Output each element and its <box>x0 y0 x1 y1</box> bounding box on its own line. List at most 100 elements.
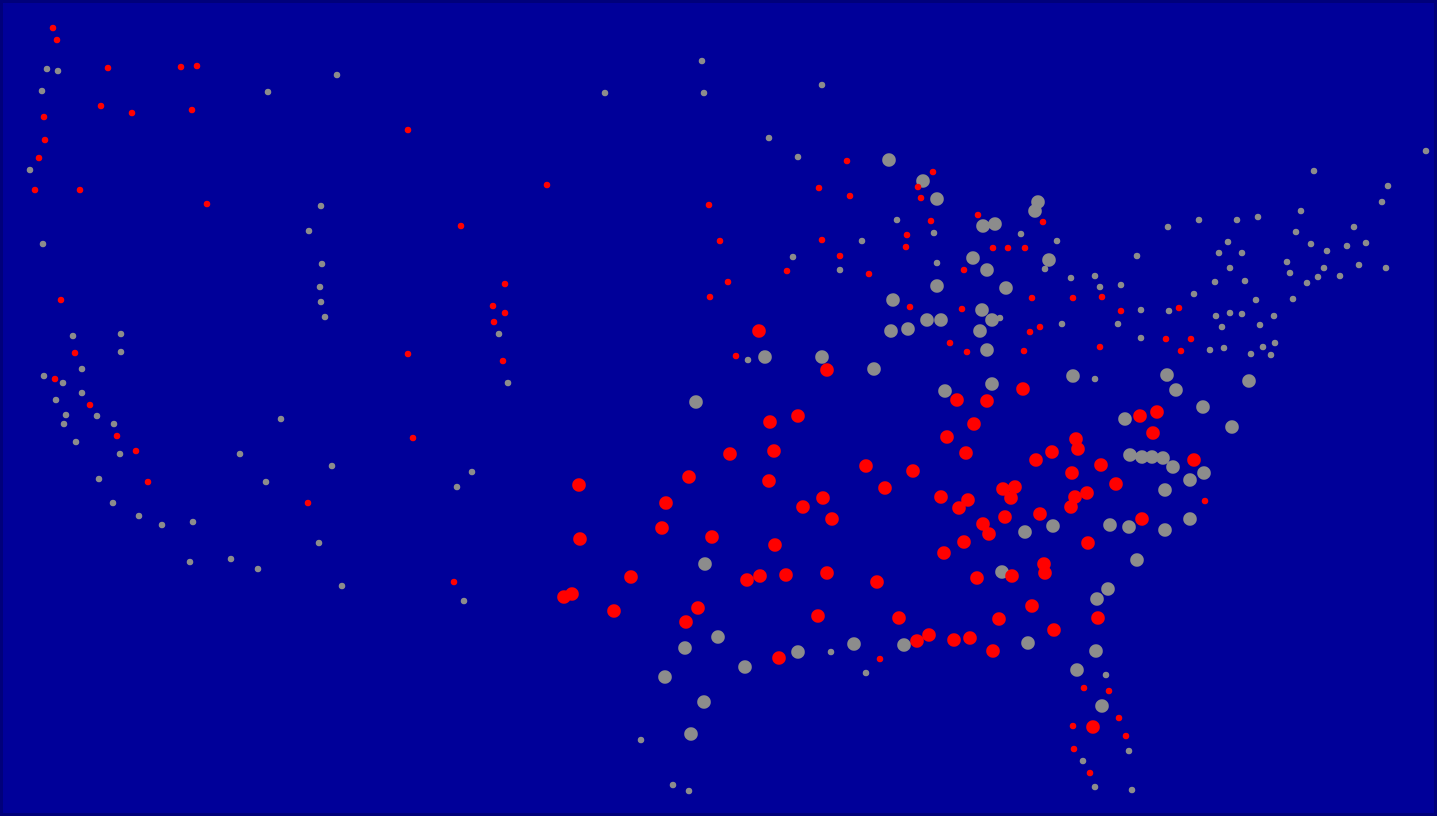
gray-dot-large <box>1169 383 1183 397</box>
gray-dot-large <box>1145 450 1159 464</box>
red-dot-large <box>963 631 977 645</box>
red-dot-large <box>763 415 777 429</box>
gray-dot-large <box>1160 368 1174 382</box>
red-dot-small <box>86 401 94 409</box>
red-dot-small <box>409 434 417 442</box>
red-dot-small <box>1162 335 1170 343</box>
red-dot-large <box>1080 486 1094 500</box>
gray-dot-large <box>973 324 987 338</box>
gray-dot-small <box>1422 147 1430 155</box>
red-dot-large <box>811 609 825 623</box>
gray-dot-large <box>985 313 999 327</box>
red-dot-large <box>892 611 906 625</box>
gray-dot-small <box>39 240 47 248</box>
red-dot-small <box>1098 293 1106 301</box>
red-dot-large <box>820 363 834 377</box>
gray-dot-small <box>1091 783 1099 791</box>
red-dot-large <box>1033 507 1047 521</box>
gray-dot-large <box>684 727 698 741</box>
red-dot-small <box>927 217 935 225</box>
red-dot-large <box>950 393 964 407</box>
red-dot-large <box>825 512 839 526</box>
gray-dot-large <box>1225 420 1239 434</box>
red-dot-large <box>959 446 973 460</box>
gray-dot-small <box>930 229 938 237</box>
gray-dot-small <box>453 483 461 491</box>
gray-dot-large <box>980 343 994 357</box>
red-dot-large <box>767 444 781 458</box>
red-dot-small <box>917 194 925 202</box>
gray-dot-large <box>934 313 948 327</box>
gray-dot-small <box>794 153 802 161</box>
red-dot-layer <box>31 24 1209 777</box>
red-dot-large <box>996 482 1010 496</box>
gray-dot-small <box>318 260 326 268</box>
red-dot-large <box>967 417 981 431</box>
red-dot-small <box>40 113 48 121</box>
gray-dot-small <box>1254 213 1262 221</box>
gray-dot-small <box>637 736 645 744</box>
red-dot-large <box>906 464 920 478</box>
red-dot-small <box>71 349 79 357</box>
gray-dot-small <box>1271 339 1279 347</box>
gray-dot-small <box>1355 261 1363 269</box>
gray-dot-small <box>1017 230 1025 238</box>
red-dot-large <box>859 459 873 473</box>
red-dot-large <box>573 532 587 546</box>
red-dot-small <box>732 352 740 360</box>
gray-dot-small <box>1252 296 1260 304</box>
red-dot-small <box>49 24 57 32</box>
gray-dot-large <box>930 279 944 293</box>
gray-dot-small <box>1041 265 1049 273</box>
gray-dot-small <box>333 71 341 79</box>
red-dot-small <box>188 106 196 114</box>
red-dot-small <box>1070 745 1078 753</box>
red-dot-small <box>499 357 507 365</box>
gray-dot-small <box>254 565 262 573</box>
gray-dot-small <box>1206 346 1214 354</box>
gray-dot-small <box>317 202 325 210</box>
gray-dot-small <box>78 389 86 397</box>
gray-dot-small <box>321 313 329 321</box>
red-dot-large <box>624 570 638 584</box>
red-dot-large <box>655 521 669 535</box>
gray-dot-large <box>1135 450 1149 464</box>
red-dot-large <box>1047 623 1061 637</box>
red-dot-small <box>929 168 937 176</box>
gray-dot-large <box>882 153 896 167</box>
red-dot-small <box>1115 714 1123 722</box>
red-dot-large <box>1008 480 1022 494</box>
red-dot-small <box>1117 307 1125 315</box>
gray-dot-small <box>1310 167 1318 175</box>
red-dot-large <box>796 500 810 514</box>
gray-dot-large <box>1196 400 1210 414</box>
gray-dot-large <box>980 263 994 277</box>
gray-dot-small <box>1220 344 1228 352</box>
red-dot-large <box>1109 477 1123 491</box>
red-dot-small <box>132 447 140 455</box>
gray-dot-large <box>1018 525 1032 539</box>
red-dot-small <box>958 305 966 313</box>
gray-dot-small <box>685 787 693 795</box>
gray-dot-small <box>264 88 272 96</box>
gray-dot-large <box>1197 466 1211 480</box>
gray-dot-small <box>1091 375 1099 383</box>
red-dot-small <box>490 318 498 326</box>
gray-dot-small <box>1128 786 1136 794</box>
gray-dot-small <box>117 348 125 356</box>
gray-dot-large <box>1046 519 1060 533</box>
red-dot-large <box>607 604 621 618</box>
red-dot-small <box>706 293 714 301</box>
red-dot-large <box>1004 491 1018 505</box>
gray-dot-small <box>1238 249 1246 257</box>
gray-dot-small <box>1343 242 1351 250</box>
red-dot-large <box>779 568 793 582</box>
gray-dot-large <box>1183 512 1197 526</box>
red-dot-small <box>1020 347 1028 355</box>
red-dot-small <box>946 339 954 347</box>
red-dot-small <box>128 109 136 117</box>
red-dot-small <box>843 157 851 165</box>
red-dot-small <box>543 181 551 189</box>
red-dot-large <box>791 409 805 423</box>
